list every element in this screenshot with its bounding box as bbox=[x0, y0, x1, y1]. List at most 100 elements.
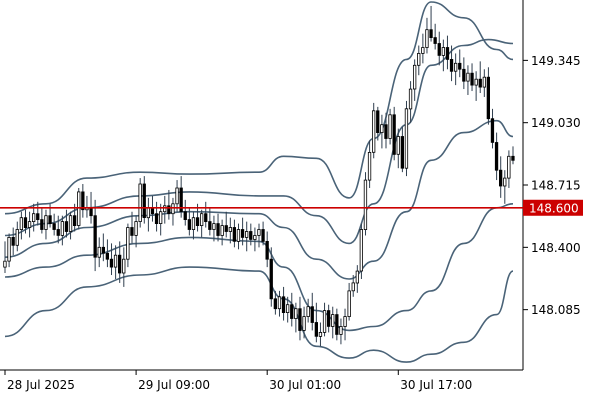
candle-body bbox=[7, 236, 11, 262]
candle-body bbox=[93, 215, 97, 258]
candle bbox=[285, 296, 290, 323]
candle-body bbox=[392, 114, 396, 155]
candle bbox=[310, 292, 314, 331]
candle bbox=[281, 286, 286, 321]
candle-body bbox=[400, 136, 405, 169]
candle bbox=[392, 106, 396, 161]
candle bbox=[261, 221, 265, 246]
candle-body bbox=[507, 155, 511, 179]
candle bbox=[306, 298, 310, 323]
candle-body bbox=[269, 258, 273, 300]
candle-body bbox=[163, 205, 167, 213]
candle-body bbox=[285, 304, 290, 314]
candle-body bbox=[109, 258, 114, 268]
candle bbox=[363, 172, 368, 236]
candle-body bbox=[449, 59, 454, 72]
candle-body bbox=[306, 306, 310, 318]
candle-body bbox=[347, 290, 351, 317]
candle bbox=[216, 213, 220, 242]
candle bbox=[36, 201, 40, 226]
candle-body bbox=[142, 183, 146, 218]
candle-body bbox=[138, 183, 142, 222]
candle bbox=[367, 140, 372, 188]
candle bbox=[355, 265, 360, 293]
candle bbox=[146, 197, 151, 232]
candle bbox=[449, 45, 454, 82]
candle-body bbox=[23, 217, 28, 228]
candle bbox=[269, 247, 273, 307]
candle-body bbox=[52, 223, 56, 230]
candle-body bbox=[331, 314, 335, 327]
candle-body bbox=[335, 314, 339, 335]
candle-body bbox=[281, 296, 286, 313]
band-mid bbox=[4, 119, 514, 280]
candle-body bbox=[60, 221, 64, 236]
candle bbox=[228, 217, 233, 244]
candle-body bbox=[494, 142, 499, 171]
candle-body bbox=[302, 316, 306, 331]
candle bbox=[343, 308, 347, 341]
candle-body bbox=[466, 72, 470, 82]
candle-body bbox=[294, 308, 298, 320]
candle-body bbox=[36, 213, 40, 220]
candle-body bbox=[273, 298, 278, 310]
candles bbox=[3, 5, 515, 347]
candle-body bbox=[339, 326, 343, 335]
candle-body bbox=[81, 191, 85, 211]
candle-body bbox=[429, 29, 433, 39]
candle-body bbox=[367, 151, 372, 181]
candle-body bbox=[167, 205, 171, 215]
candle-body bbox=[236, 229, 241, 242]
candle bbox=[64, 209, 69, 238]
candle-body bbox=[253, 235, 257, 240]
candle bbox=[445, 35, 450, 70]
candle-body bbox=[474, 78, 478, 86]
candle bbox=[265, 231, 269, 268]
candle bbox=[412, 59, 417, 101]
candle bbox=[494, 132, 499, 181]
y-tick-label: 148.715 bbox=[531, 179, 581, 193]
candle bbox=[404, 100, 409, 177]
candle-body bbox=[462, 68, 466, 82]
candle-body bbox=[89, 207, 93, 217]
candle bbox=[175, 180, 179, 212]
candle bbox=[331, 306, 335, 339]
candle bbox=[359, 223, 364, 279]
candle bbox=[3, 241, 7, 274]
candle bbox=[400, 126, 405, 173]
candle-body bbox=[498, 169, 503, 187]
candle-body bbox=[44, 215, 48, 230]
candle bbox=[15, 221, 19, 252]
candle bbox=[138, 178, 142, 228]
candle bbox=[97, 237, 101, 268]
candle bbox=[44, 209, 48, 240]
candle bbox=[466, 65, 470, 95]
candle-body bbox=[32, 213, 36, 222]
candle bbox=[294, 302, 298, 333]
y-tick-label: 148.085 bbox=[531, 303, 581, 317]
candle bbox=[126, 223, 130, 268]
candle bbox=[507, 150, 511, 188]
candle-body bbox=[212, 223, 216, 230]
candle-body bbox=[105, 252, 109, 260]
candle-body bbox=[195, 217, 200, 226]
price-line: 148.600 bbox=[0, 199, 583, 216]
candle-body bbox=[322, 310, 327, 333]
candle bbox=[183, 199, 187, 226]
candle bbox=[273, 290, 278, 315]
candle-body bbox=[240, 229, 245, 238]
candle-body bbox=[73, 215, 77, 226]
candle bbox=[105, 239, 109, 268]
candle bbox=[191, 211, 196, 240]
candle-body bbox=[359, 229, 364, 272]
candle bbox=[56, 215, 60, 244]
candle bbox=[458, 49, 462, 78]
candle bbox=[167, 189, 171, 220]
candle bbox=[396, 128, 400, 169]
candle-body bbox=[158, 211, 163, 224]
y-tick-label: 149.030 bbox=[531, 116, 581, 130]
candle bbox=[486, 67, 491, 125]
candle-body bbox=[150, 207, 155, 215]
candle bbox=[101, 233, 105, 262]
